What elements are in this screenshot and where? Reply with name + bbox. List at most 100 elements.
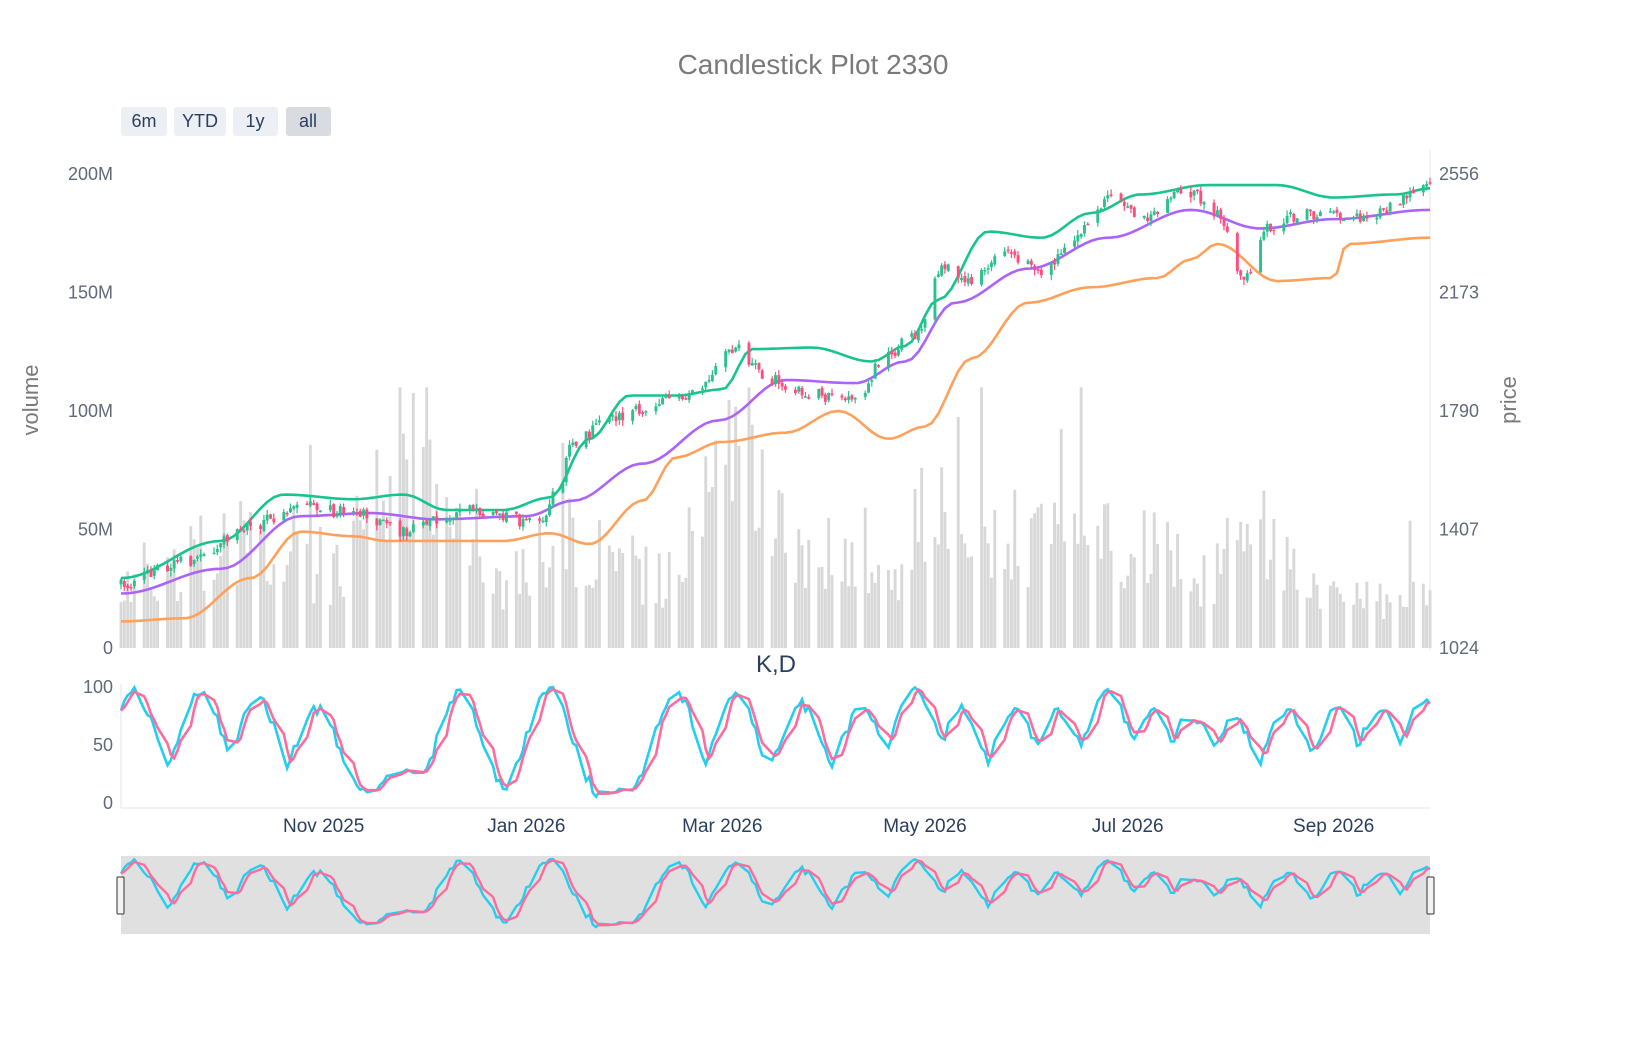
candle-body xyxy=(471,505,475,510)
range-button-all-label[interactable]: all xyxy=(299,111,317,131)
volume-bar xyxy=(272,564,276,648)
volume-bar xyxy=(727,399,731,648)
candle-increasing xyxy=(1265,220,1269,238)
candle-body xyxy=(893,352,897,356)
candle-increasing xyxy=(707,375,711,383)
candle-body xyxy=(335,513,339,517)
candle-increasing xyxy=(657,399,661,407)
candle-body xyxy=(840,395,844,398)
volume-bar xyxy=(644,546,648,648)
candle-increasing xyxy=(1059,249,1063,255)
candle-body xyxy=(1006,249,1010,252)
volume-bar xyxy=(475,488,478,648)
candle-body xyxy=(986,268,990,270)
volume-bar xyxy=(1086,544,1090,648)
candle-body xyxy=(1338,213,1342,221)
candle-body xyxy=(122,581,126,587)
candle-increasing xyxy=(887,347,890,372)
candle-increasing xyxy=(1126,202,1130,209)
candle-increasing xyxy=(292,505,296,511)
volume-bar xyxy=(920,467,924,648)
candle-increasing xyxy=(179,552,183,564)
range-button-6m[interactable]: 6m xyxy=(121,107,167,136)
volume-bar xyxy=(262,525,266,648)
candle-body xyxy=(1342,219,1346,222)
candle-decreasing xyxy=(1382,207,1385,212)
range-button-ytd[interactable]: YTD xyxy=(174,107,226,136)
candle-body xyxy=(495,511,498,514)
candle-body xyxy=(1365,216,1369,219)
candle-body xyxy=(385,520,389,524)
candle-body xyxy=(551,491,555,505)
volume-bar xyxy=(1079,387,1083,648)
range-slider[interactable] xyxy=(116,856,1435,934)
range-slider-left-handle[interactable] xyxy=(116,876,125,915)
range-button-1y-label[interactable]: 1y xyxy=(245,111,264,131)
volume-bar xyxy=(328,604,332,648)
candle-decreasing xyxy=(425,519,429,526)
volume-bar xyxy=(538,520,542,648)
candle-increasing xyxy=(328,499,332,513)
range-button-6m-label[interactable]: 6m xyxy=(131,111,156,131)
candle-increasing xyxy=(289,503,292,514)
price-panel: 0 50M 100M 150M 200M 1024 1407 1790 2173 2556 xyxy=(68,150,1479,658)
range-button-1y[interactable]: 1y xyxy=(233,107,278,136)
candle-body xyxy=(451,517,455,520)
range-button-ytd-label[interactable]: YTD xyxy=(182,111,218,131)
range-button-all-bg[interactable] xyxy=(286,107,331,136)
candle-increasing xyxy=(1099,207,1103,212)
volume-bar xyxy=(1421,583,1425,648)
volume-bar xyxy=(1249,544,1253,648)
volume-bar xyxy=(1385,594,1389,648)
volume-bar xyxy=(794,582,797,648)
x-tick-label: Sep 2026 xyxy=(1293,816,1374,837)
candle-body xyxy=(943,264,947,270)
candle-decreasing xyxy=(1225,223,1229,234)
candle-increasing xyxy=(521,514,525,531)
range-button-all[interactable]: all xyxy=(286,107,331,136)
candle-increasing xyxy=(1079,233,1083,239)
candle-body xyxy=(887,351,890,368)
range-slider-background[interactable] xyxy=(121,856,1430,934)
candle-body xyxy=(847,396,851,401)
volume-bar xyxy=(1129,553,1133,648)
candle-body xyxy=(654,406,658,412)
candle-decreasing xyxy=(122,579,126,592)
candle-body xyxy=(933,278,937,320)
candle-increasing xyxy=(797,385,801,394)
candle-decreasing xyxy=(375,517,379,531)
candle-body xyxy=(119,579,123,585)
volume-bar xyxy=(923,561,927,648)
volume-bar xyxy=(1309,597,1312,648)
volume-bar xyxy=(1016,566,1020,648)
volume-bar xyxy=(1318,608,1322,648)
candle-decreasing xyxy=(760,368,764,380)
candle-increasing xyxy=(1408,187,1412,202)
volume-bar xyxy=(710,487,714,648)
candle-body xyxy=(272,518,276,523)
candle-body xyxy=(614,416,618,422)
range-button-6m-bg[interactable] xyxy=(121,107,167,136)
range-button-ytd-bg[interactable] xyxy=(174,107,226,136)
volume-bar xyxy=(637,558,641,648)
candle-body xyxy=(611,415,615,417)
volume-bar xyxy=(122,600,126,648)
range-slider-right-handle[interactable] xyxy=(1426,876,1435,915)
candle-increasing xyxy=(505,508,508,523)
volume-bar xyxy=(498,571,502,648)
volume-bar xyxy=(1295,589,1299,648)
volume-bar xyxy=(1006,543,1010,648)
candle-decreasing xyxy=(843,396,847,403)
volume-bar xyxy=(661,607,664,648)
candle-increasing xyxy=(561,482,565,494)
volume-bar xyxy=(1382,619,1385,648)
volume-bar xyxy=(584,585,588,648)
candle-increasing xyxy=(455,512,458,519)
volume-bar xyxy=(408,537,412,648)
candle-body xyxy=(1132,207,1136,217)
candle-body xyxy=(820,387,824,396)
range-button-1y-bg[interactable] xyxy=(233,107,278,136)
candle-increasing xyxy=(318,510,322,513)
candle-decreasing xyxy=(850,394,854,402)
candle-body xyxy=(1119,193,1123,201)
